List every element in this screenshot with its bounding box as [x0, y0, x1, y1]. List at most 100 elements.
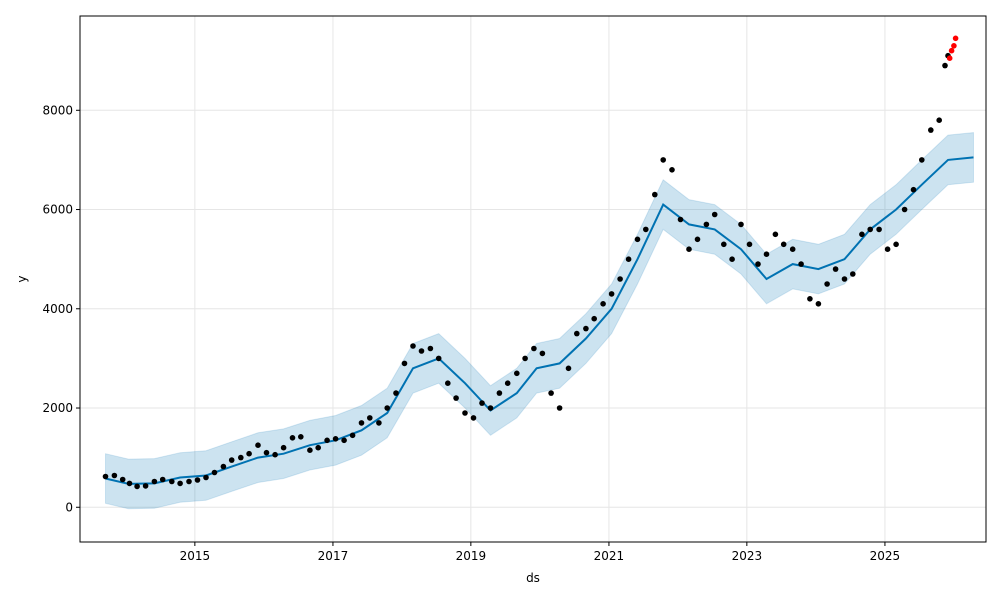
- observed-point: [349, 432, 356, 439]
- x-tick-label: 2021: [594, 549, 625, 563]
- observed-point: [884, 246, 891, 252]
- observed-point: [111, 472, 118, 479]
- observed-point: [126, 480, 133, 487]
- observed-point: [134, 483, 140, 490]
- observed-point: [496, 390, 503, 396]
- observed-point: [824, 281, 830, 287]
- observed-point: [169, 478, 175, 485]
- observed-point: [669, 167, 675, 173]
- observed-point: [738, 221, 744, 228]
- y-tick-label: 4000: [42, 302, 73, 316]
- observed-point: [462, 410, 468, 416]
- observed-point: [367, 415, 373, 421]
- observed-point: [625, 256, 632, 263]
- observed-point: [289, 435, 296, 441]
- observed-point: [514, 370, 520, 377]
- observed-point: [102, 473, 109, 480]
- observed-point: [410, 343, 416, 349]
- observed-point: [376, 420, 382, 426]
- observed-point: [280, 444, 287, 451]
- observed-point: [617, 276, 623, 282]
- recent-point: [946, 55, 953, 61]
- recent-point: [951, 43, 957, 49]
- x-axis-ticks: 2015 2017 2019 2021 2023 2025: [180, 542, 901, 563]
- observed-point: [755, 261, 761, 267]
- observed-point: [531, 345, 537, 352]
- uncertainty-band-area: [105, 132, 974, 510]
- y-axis-ticks: 0 2000 4000 6000 8000: [42, 103, 80, 514]
- observed-point: [608, 291, 615, 297]
- observed-point: [807, 296, 813, 302]
- observed-point: [721, 241, 727, 248]
- x-axis-label: ds: [526, 571, 540, 585]
- observed-points: [102, 52, 951, 490]
- observed-point: [893, 241, 899, 248]
- forecast-line: [105, 156, 974, 485]
- observed-point: [203, 474, 209, 481]
- y-tick-label: 6000: [42, 203, 73, 217]
- observed-point: [272, 451, 278, 458]
- observed-point: [763, 251, 770, 257]
- observed-point: [772, 231, 779, 238]
- observed-point: [859, 231, 865, 238]
- observed-point: [238, 454, 244, 461]
- observed-point: [384, 405, 391, 411]
- observed-point: [504, 380, 511, 387]
- x-tick-label: 2019: [456, 549, 487, 563]
- observed-point: [652, 191, 658, 198]
- observed-point: [298, 434, 304, 440]
- y-tick-label: 2000: [42, 401, 73, 415]
- observed-point: [942, 62, 948, 69]
- x-tick-label: 2017: [318, 549, 349, 563]
- x-tick-label: 2015: [180, 549, 211, 563]
- recent-points: [946, 35, 959, 61]
- observed-point: [220, 463, 227, 470]
- observed-point: [901, 206, 908, 213]
- observed-point: [435, 355, 442, 362]
- observed-point: [211, 469, 218, 476]
- observed-point: [315, 444, 322, 451]
- observed-point: [194, 477, 201, 483]
- observed-point: [332, 436, 339, 442]
- observed-point: [686, 246, 692, 252]
- observed-point: [789, 246, 796, 252]
- observed-point: [393, 390, 399, 396]
- observed-point: [850, 271, 856, 277]
- observed-point: [703, 221, 710, 228]
- recent-point: [948, 47, 955, 54]
- observed-point: [919, 157, 925, 163]
- x-tick-label: 2025: [870, 549, 901, 563]
- observed-point: [255, 442, 261, 449]
- observed-point: [928, 127, 934, 133]
- observed-point: [711, 211, 718, 218]
- observed-point: [307, 447, 313, 454]
- observed-point: [591, 315, 597, 322]
- observed-point: [186, 478, 192, 485]
- observed-point: [780, 241, 787, 248]
- observed-point: [832, 266, 839, 272]
- y-tick-label: 8000: [42, 103, 73, 117]
- observed-point: [453, 395, 459, 401]
- observed-point: [445, 380, 451, 387]
- observed-point: [815, 301, 822, 307]
- observed-point: [159, 476, 166, 483]
- observed-point: [746, 241, 753, 248]
- x-tick-label: 2023: [732, 549, 763, 563]
- observed-point: [867, 226, 873, 233]
- observed-point: [142, 483, 149, 489]
- observed-point: [177, 480, 183, 487]
- observed-point: [677, 216, 684, 223]
- observed-point: [729, 256, 735, 263]
- plot-frame: [79, 15, 987, 543]
- observed-point: [358, 420, 365, 426]
- observed-point: [936, 117, 942, 123]
- observed-point: [418, 348, 425, 354]
- observed-point: [427, 345, 434, 352]
- observed-point: [539, 350, 546, 357]
- observed-point: [556, 405, 563, 411]
- observed-point: [151, 478, 158, 485]
- observed-point: [565, 365, 572, 372]
- observed-point: [634, 236, 641, 243]
- observed-point: [694, 236, 701, 243]
